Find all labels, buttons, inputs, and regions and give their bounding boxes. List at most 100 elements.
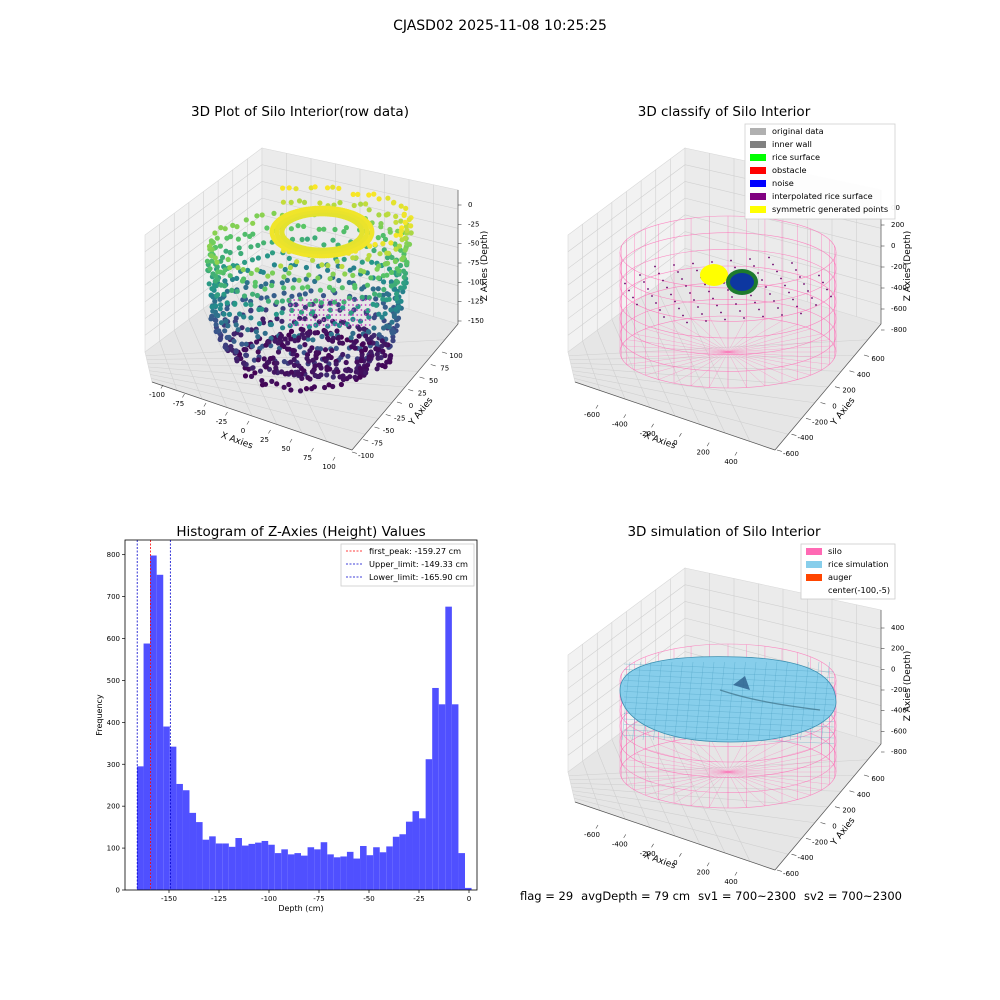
- histogram-bar: [314, 849, 321, 890]
- interpolated-point: [681, 278, 683, 280]
- classify-x-label: X Axies: [642, 431, 677, 452]
- point: [376, 347, 382, 353]
- point: [336, 334, 342, 341]
- point: [319, 262, 325, 268]
- histogram-bar: [241, 845, 249, 890]
- point: [350, 255, 356, 261]
- point: [281, 359, 287, 365]
- point: [291, 277, 297, 283]
- classify-z-tick-label: 0: [891, 242, 895, 250]
- y-axis-line: [774, 743, 882, 871]
- point: [269, 270, 276, 276]
- interpolated-point: [749, 258, 751, 260]
- point: [318, 324, 321, 326]
- point: [326, 314, 329, 316]
- point: [241, 293, 248, 299]
- point: [286, 297, 292, 303]
- surface-mesh-line: [623, 674, 835, 684]
- point: [382, 352, 388, 359]
- raw-x-ticks: -100 -75 -50 -25 0 25 50 75 100: [149, 384, 336, 471]
- raw-x-tick-label: -25: [216, 418, 227, 426]
- point: [314, 299, 317, 301]
- raw-z-label: Z Axies (Depth): [480, 231, 490, 302]
- interpolated-point: [735, 303, 737, 305]
- point: [383, 341, 389, 348]
- point: [216, 328, 222, 334]
- point: [346, 295, 352, 301]
- point: [274, 316, 280, 322]
- point: [352, 345, 358, 351]
- point: [259, 382, 266, 388]
- point: [255, 357, 261, 363]
- classify-z-tick-label: -200: [891, 263, 907, 271]
- point: [348, 310, 354, 316]
- interpolated-point: [711, 261, 713, 263]
- point: [307, 348, 313, 354]
- point: [234, 288, 240, 294]
- grid-line: [144, 164, 459, 252]
- point: [394, 323, 400, 329]
- point: [243, 301, 249, 307]
- classify-x-tick-label: 400: [724, 458, 737, 466]
- point: [325, 267, 331, 273]
- interpolated-point: [731, 296, 733, 298]
- y-tick-label: 500: [107, 677, 120, 685]
- point: [213, 322, 219, 328]
- point: [245, 267, 251, 273]
- histogram-title: Histogram of Z-Axies (Height) Values: [176, 524, 425, 540]
- point: [316, 226, 322, 232]
- classify-silo-wireframe: [619, 215, 837, 389]
- point: [393, 219, 399, 225]
- point: [379, 362, 386, 369]
- silo-spoke: [690, 771, 729, 806]
- silo-spoke: [673, 351, 729, 384]
- grid-line: [611, 739, 651, 828]
- point: [330, 271, 336, 277]
- silo-spoke: [709, 316, 729, 353]
- symmetric-points-blob: [700, 264, 728, 286]
- point: [339, 309, 342, 311]
- point: [375, 355, 381, 361]
- interpolated-point: [647, 288, 649, 290]
- point: [388, 353, 394, 359]
- point: [288, 336, 294, 342]
- point: [254, 213, 260, 219]
- point: [208, 253, 214, 259]
- point: [382, 261, 388, 267]
- point: [318, 314, 321, 316]
- point: [255, 334, 261, 340]
- point: [293, 309, 296, 311]
- silo-spoke: [727, 759, 830, 773]
- simulation-y-tick-label: -600: [783, 870, 799, 878]
- point: [289, 309, 291, 311]
- surface-mesh-line: [821, 661, 830, 741]
- simulation-y-tick-mark: [776, 869, 782, 872]
- point: [335, 299, 338, 301]
- simulation-z-tick-label: 400: [891, 624, 904, 632]
- grid-line: [188, 319, 228, 408]
- point: [262, 330, 268, 336]
- grid-line: [572, 370, 815, 404]
- raw-x-tick-mark: [311, 447, 314, 452]
- point: [221, 311, 227, 317]
- point: [293, 299, 296, 301]
- point: [394, 295, 400, 301]
- silo-spoke: [634, 771, 729, 791]
- point: [399, 237, 405, 243]
- point: [243, 347, 249, 353]
- point: [241, 360, 247, 366]
- interpolated-point: [768, 256, 770, 259]
- point: [406, 216, 412, 223]
- point: [263, 307, 269, 313]
- point: [397, 232, 404, 238]
- point: [369, 228, 375, 234]
- classify-y-tick-label: 0: [832, 403, 836, 411]
- legend-swatch: [750, 206, 766, 213]
- raw-x-tick-label: -100: [149, 391, 165, 399]
- point: [289, 319, 291, 321]
- point: [312, 363, 318, 369]
- point: [297, 344, 303, 350]
- surface-mesh-line: [674, 661, 683, 741]
